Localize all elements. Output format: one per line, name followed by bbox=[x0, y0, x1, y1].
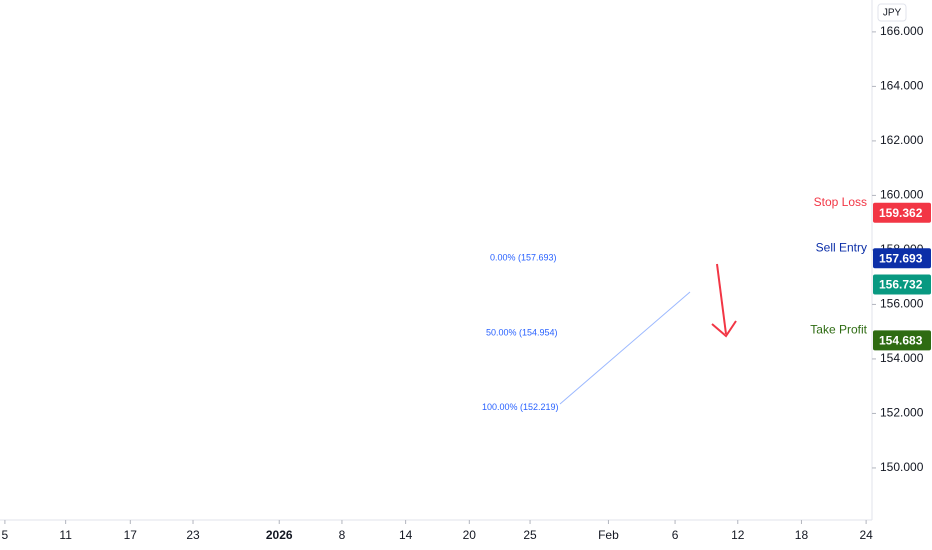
y-tick-label: 166.000 bbox=[880, 24, 924, 38]
level-name: Take Profit bbox=[810, 322, 867, 336]
trend-line bbox=[559, 291, 691, 405]
x-tick-label: 5 bbox=[2, 528, 9, 542]
x-tick-label: 11 bbox=[59, 528, 72, 542]
level-price-label: 159.362 bbox=[879, 206, 923, 220]
level-price-box bbox=[873, 202, 931, 223]
currency: JPY bbox=[883, 8, 902, 19]
x-tick-label: 18 bbox=[795, 528, 809, 542]
level-price-box bbox=[873, 330, 931, 351]
x-tick-label: 24 bbox=[859, 528, 873, 542]
last-price-label: 156.732 bbox=[879, 278, 923, 292]
y-tick-label: 156.000 bbox=[880, 297, 924, 311]
y-tick-label: 160.000 bbox=[880, 188, 924, 202]
fib-label: 100.00% (152.219) bbox=[482, 402, 559, 412]
y-tick-label: 152.000 bbox=[880, 406, 924, 420]
last-price-box bbox=[873, 274, 931, 295]
level-name: Stop Loss bbox=[814, 195, 867, 209]
x-tick-label: 17 bbox=[124, 528, 138, 542]
level-name: Sell Entry bbox=[816, 240, 867, 254]
level-price-label: 154.683 bbox=[879, 333, 923, 347]
y-tick-label: 154.000 bbox=[880, 351, 924, 365]
level-price-label: 157.693 bbox=[879, 251, 923, 265]
x-tick-label: 2026 bbox=[266, 528, 293, 542]
y-tick-label: 164.000 bbox=[880, 79, 924, 93]
x-tick-label: 25 bbox=[523, 528, 537, 542]
fib-label: 50.00% (154.954) bbox=[486, 327, 558, 337]
y-tick-label: 162.000 bbox=[880, 133, 924, 147]
x-tick-label: 6 bbox=[672, 528, 679, 542]
x-tick-label: 12 bbox=[731, 528, 745, 542]
level-price-box bbox=[873, 248, 931, 269]
currency-box bbox=[877, 3, 907, 22]
x-tick-label: 14 bbox=[399, 528, 413, 542]
x-tick-label: 8 bbox=[339, 528, 346, 542]
arrow bbox=[711, 263, 737, 338]
x-tick-label: 23 bbox=[186, 528, 200, 542]
x-tick-label: Feb bbox=[598, 528, 619, 542]
y-tick-label: 150.000 bbox=[880, 460, 924, 474]
x-tick-label: 20 bbox=[463, 528, 477, 542]
fib-label: 0.00% (157.693) bbox=[490, 253, 557, 263]
